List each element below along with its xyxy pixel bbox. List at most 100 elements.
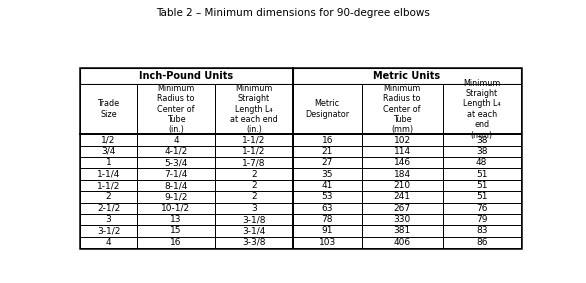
Bar [80, 146, 137, 157]
Text: 3-1/4: 3-1/4 [242, 226, 265, 235]
Bar [293, 203, 362, 214]
Text: 4-1/2: 4-1/2 [164, 147, 188, 156]
Bar [293, 191, 362, 203]
Bar [362, 191, 442, 203]
Bar [215, 225, 293, 237]
Text: 103: 103 [319, 238, 336, 247]
Bar [80, 168, 137, 180]
Text: Trade
Size: Trade Size [97, 100, 120, 119]
Bar [293, 146, 362, 157]
Bar [137, 134, 215, 146]
Bar [362, 134, 442, 146]
Text: Metric Units: Metric Units [373, 71, 440, 81]
Bar [80, 134, 137, 146]
Bar [362, 237, 442, 248]
Bar [80, 180, 137, 191]
Bar [80, 225, 137, 237]
Bar [293, 214, 362, 225]
Bar [80, 68, 293, 84]
Text: 38: 38 [476, 147, 488, 156]
Text: 38: 38 [476, 136, 488, 145]
Text: Minimum
Straight
Length L₄
at each end
(in.): Minimum Straight Length L₄ at each end (… [230, 84, 278, 134]
Text: 102: 102 [394, 136, 411, 145]
Bar [137, 168, 215, 180]
Bar [442, 225, 520, 237]
Bar [442, 180, 520, 191]
Text: 9-1/2: 9-1/2 [164, 192, 188, 201]
Text: 3: 3 [251, 204, 257, 213]
Bar [80, 157, 137, 168]
Text: 51: 51 [476, 192, 488, 201]
Bar [293, 168, 362, 180]
Bar [137, 180, 215, 191]
Bar [442, 146, 520, 157]
Text: 76: 76 [476, 204, 488, 213]
Text: 51: 51 [476, 170, 488, 179]
Bar [442, 237, 520, 248]
Bar [80, 214, 137, 225]
Bar [215, 146, 293, 157]
Text: 2: 2 [105, 192, 111, 201]
Bar [215, 157, 293, 168]
Text: 3-1/8: 3-1/8 [242, 215, 265, 224]
Bar [362, 203, 442, 214]
Text: 1: 1 [105, 158, 111, 167]
Text: 1/2: 1/2 [101, 136, 115, 145]
Text: 3: 3 [105, 215, 111, 224]
Bar [137, 146, 215, 157]
Bar [293, 68, 520, 84]
Text: 16: 16 [322, 136, 333, 145]
Text: 16: 16 [170, 238, 182, 247]
Text: 2: 2 [251, 170, 257, 179]
Bar [442, 157, 520, 168]
Text: 210: 210 [394, 181, 411, 190]
Text: 1-7/8: 1-7/8 [242, 158, 265, 167]
Text: 41: 41 [322, 181, 333, 190]
Text: 114: 114 [394, 147, 411, 156]
Text: 3-3/8: 3-3/8 [242, 238, 265, 247]
Bar [293, 134, 362, 146]
Text: 91: 91 [322, 226, 333, 235]
Bar [80, 68, 520, 248]
Bar [137, 237, 215, 248]
Bar [362, 146, 442, 157]
Bar [362, 157, 442, 168]
Text: Minimum
Radius to
Center of
Tube
(mm): Minimum Radius to Center of Tube (mm) [383, 84, 421, 134]
Bar [362, 214, 442, 225]
Bar [362, 84, 442, 134]
Text: 78: 78 [322, 215, 333, 224]
Bar [137, 225, 215, 237]
Text: 13: 13 [170, 215, 182, 224]
Text: 63: 63 [322, 204, 333, 213]
Bar [293, 180, 362, 191]
Text: 330: 330 [394, 215, 411, 224]
Bar [137, 203, 215, 214]
Text: 51: 51 [476, 181, 488, 190]
Bar [442, 214, 520, 225]
Bar [442, 168, 520, 180]
Bar [442, 134, 520, 146]
Bar [137, 157, 215, 168]
Text: 406: 406 [394, 238, 411, 247]
Bar [80, 203, 137, 214]
Text: Table 2 – Minimum dimensions for 90-degree elbows: Table 2 – Minimum dimensions for 90-degr… [156, 8, 430, 18]
Bar [215, 214, 293, 225]
Bar [293, 225, 362, 237]
Text: 267: 267 [394, 204, 411, 213]
Text: 241: 241 [394, 192, 411, 201]
Text: 7-1/4: 7-1/4 [164, 170, 188, 179]
Text: 4: 4 [173, 136, 179, 145]
Bar [80, 191, 137, 203]
Text: Minimum
Radius to
Center of
Tube
(in.): Minimum Radius to Center of Tube (in.) [157, 84, 195, 134]
Text: 15: 15 [170, 226, 182, 235]
Text: 1-1/4: 1-1/4 [97, 170, 120, 179]
Text: 21: 21 [322, 147, 333, 156]
Text: 3-1/2: 3-1/2 [97, 226, 120, 235]
Bar [215, 237, 293, 248]
Text: 5-3/4: 5-3/4 [164, 158, 188, 167]
Bar [293, 157, 362, 168]
Text: 3/4: 3/4 [101, 147, 115, 156]
Bar [293, 237, 362, 248]
Bar [215, 134, 293, 146]
Bar [215, 203, 293, 214]
